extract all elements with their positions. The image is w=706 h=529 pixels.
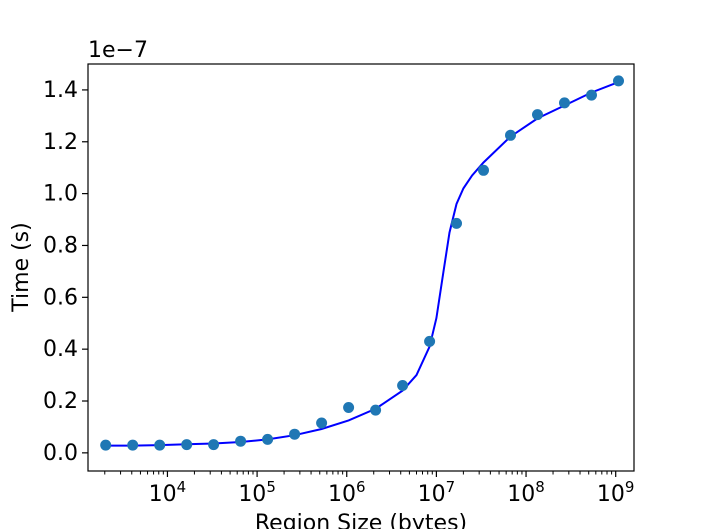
data-point [289, 428, 301, 440]
x-tick-label: 108 [507, 478, 545, 507]
fit-curve-line [105, 81, 619, 447]
y-tick-label: 0.6 [43, 285, 78, 310]
x-tick-label: 106 [328, 478, 366, 507]
x-tick-label: 105 [238, 478, 276, 507]
y-tick-label: 0.2 [43, 389, 78, 414]
data-point [586, 89, 597, 101]
y-tick-label: 0.0 [43, 441, 78, 466]
y-axis-ticks: 0.0 0.2 0.4 0.6 0.8 1.0 1.2 1.4 [43, 78, 88, 466]
y-tick-label: 1.0 [43, 182, 78, 207]
data-point [316, 417, 328, 429]
data-point [100, 439, 112, 451]
data-point [424, 335, 436, 347]
data-point [613, 75, 624, 87]
x-tick-label: 107 [418, 478, 456, 507]
data-point [181, 439, 193, 451]
data-point [235, 435, 247, 447]
data-point [559, 97, 570, 109]
y-axis-label: Time (s) [9, 222, 34, 312]
x-tick-label: 104 [149, 478, 187, 507]
y-tick-label: 1.2 [43, 130, 78, 155]
data-point [154, 439, 166, 451]
data-point [451, 217, 462, 229]
y-tick-label: 0.8 [43, 233, 78, 258]
y-tick-label: 1.4 [43, 78, 78, 103]
data-point [370, 404, 382, 416]
x-axis-label: Region Size (bytes) [255, 511, 467, 529]
data-point [478, 164, 489, 176]
data-point [343, 402, 355, 413]
axes-frame [87, 63, 635, 472]
data-point [127, 439, 139, 451]
y-offset-text: 1e−7 [88, 38, 148, 63]
data-point [208, 439, 220, 451]
x-tick-label: 109 [597, 478, 635, 507]
data-point [397, 380, 409, 391]
plot-area [100, 75, 624, 451]
data-point [505, 129, 516, 141]
data-point [532, 109, 543, 121]
y-tick-label: 0.4 [43, 337, 78, 362]
data-point [262, 433, 274, 445]
x-axis-ticks: 104 105 106 107 108 109 [104, 471, 635, 507]
